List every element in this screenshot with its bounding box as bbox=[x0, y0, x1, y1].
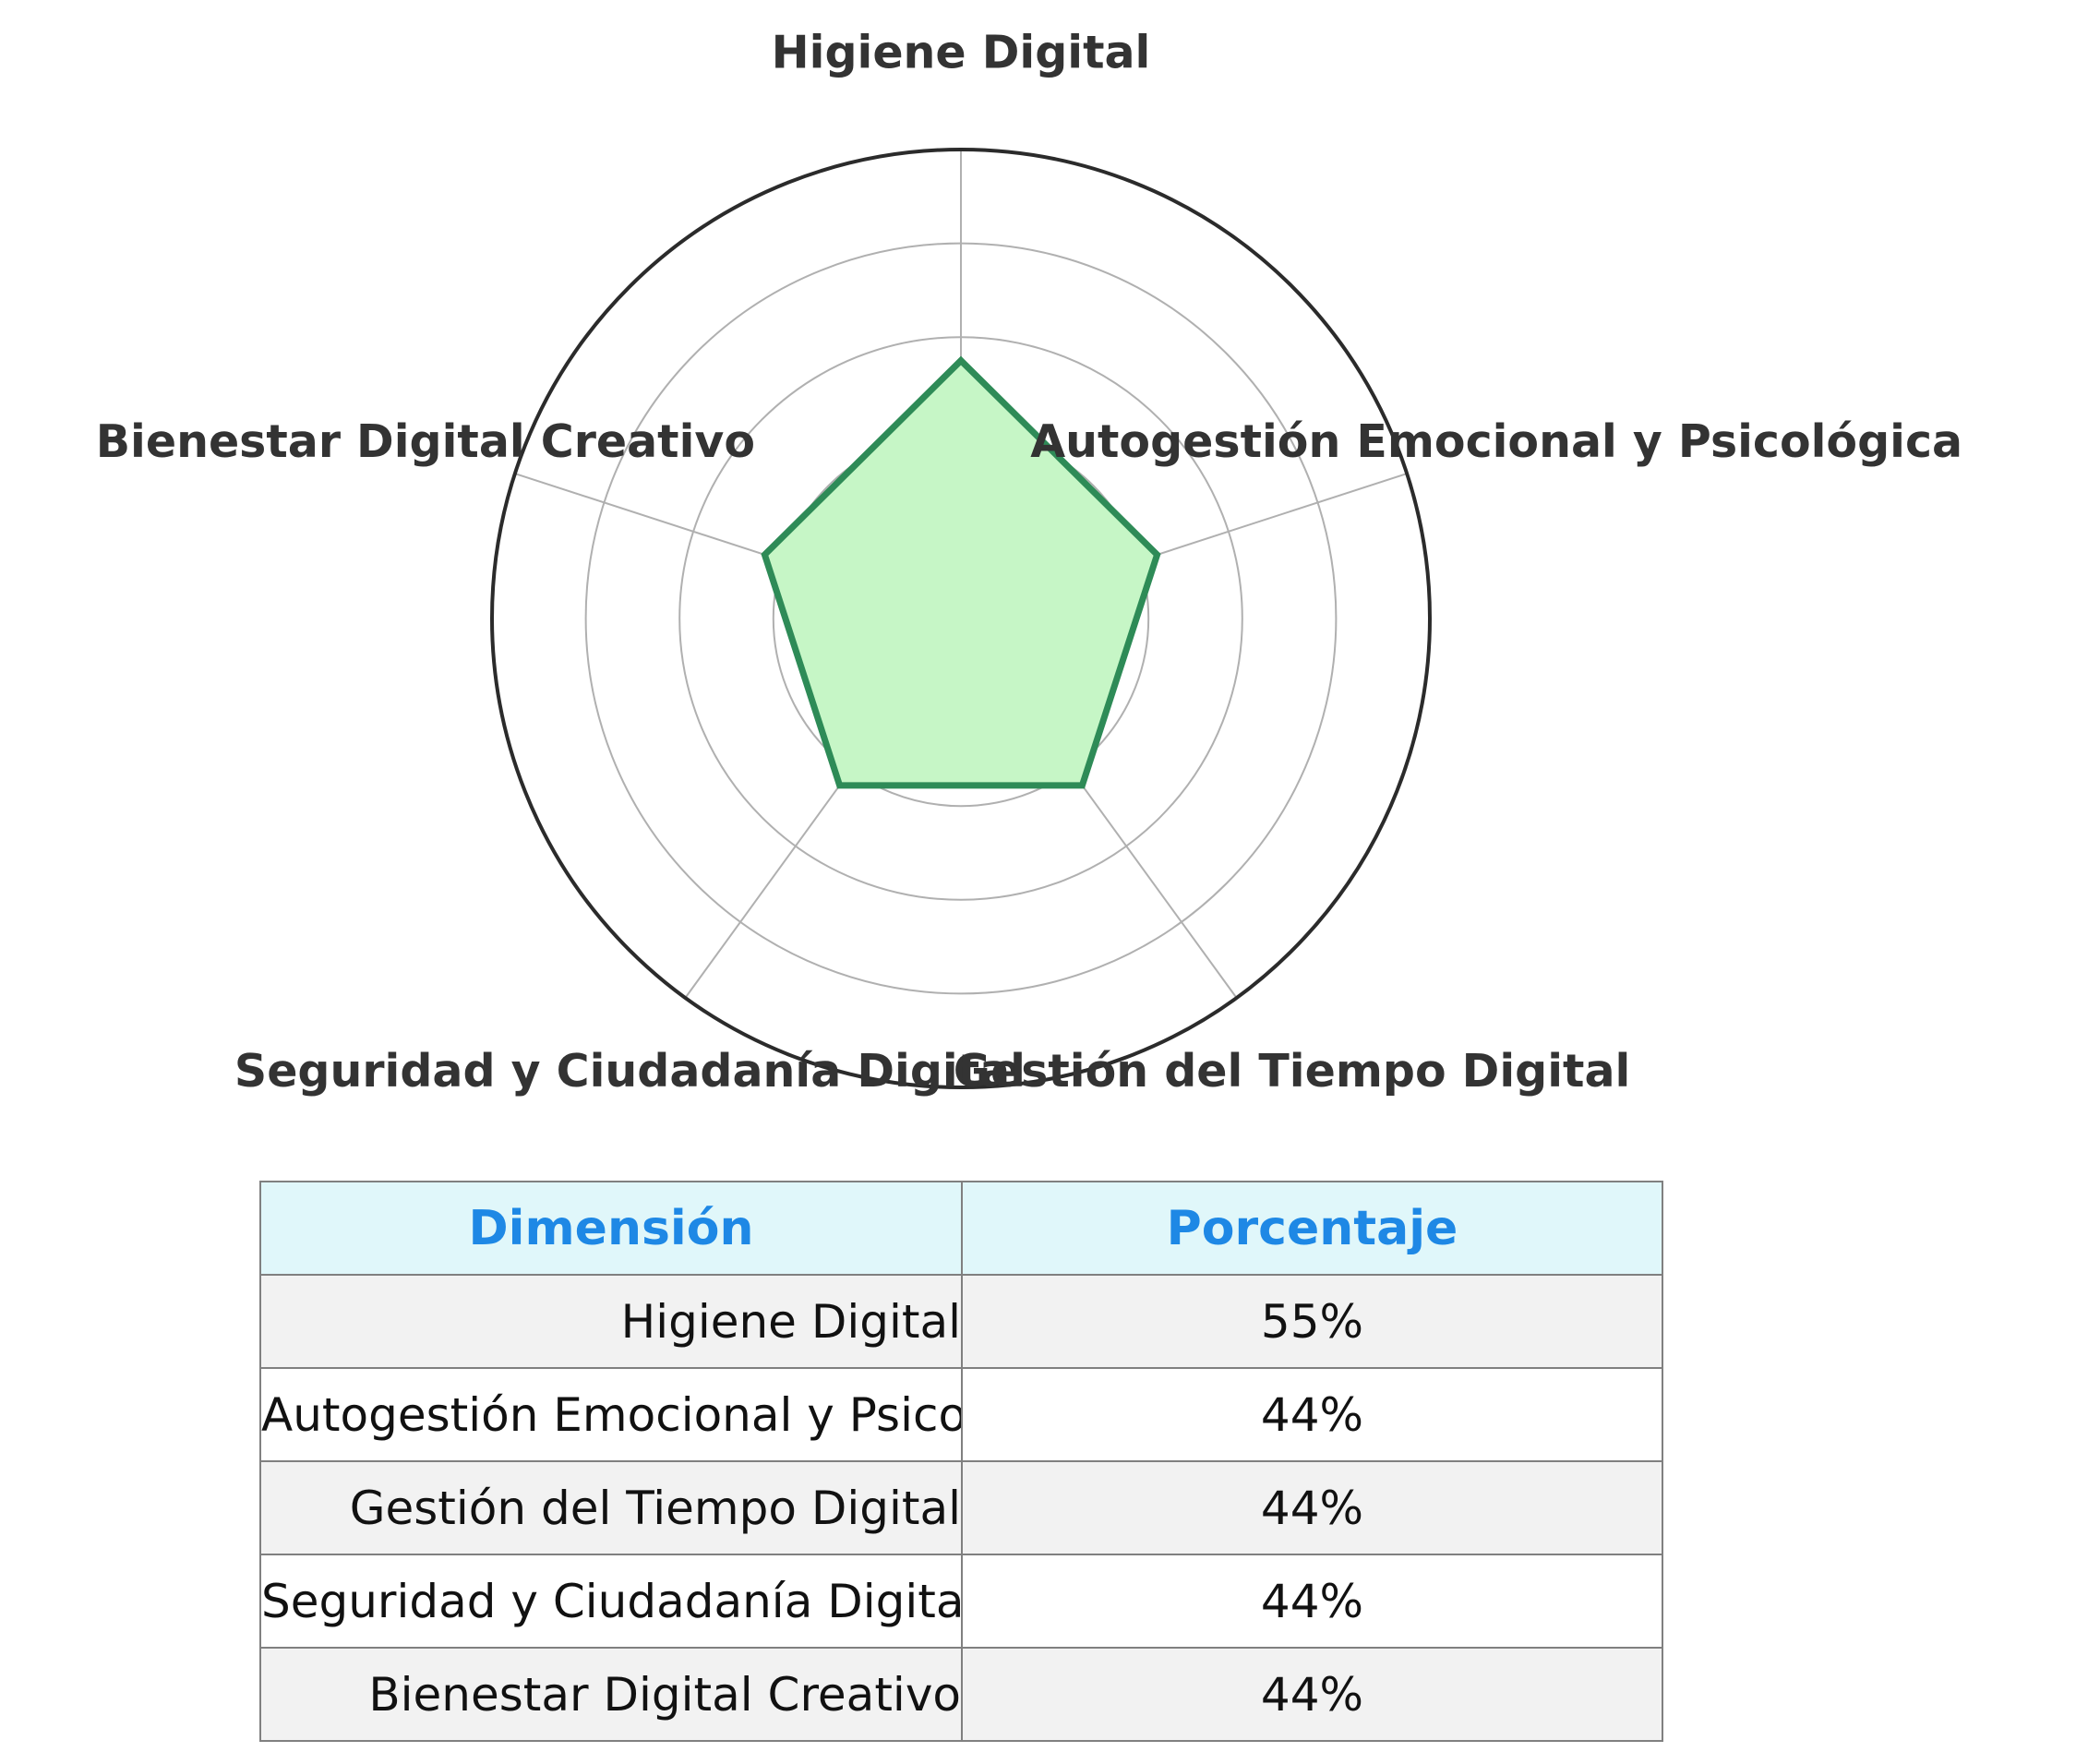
axis-label-3: Gestión del Tiempo Digital bbox=[954, 1045, 1631, 1098]
axis-label-4: Seguridad y Ciudadanía Digital bbox=[234, 1045, 1026, 1098]
data-point-5 bbox=[762, 551, 768, 558]
radar-outline bbox=[490, 148, 1432, 1089]
table-header-dimension: Dimensión bbox=[259, 1181, 963, 1276]
data-point-1 bbox=[958, 357, 964, 364]
data-point-3 bbox=[1079, 782, 1086, 788]
table-row: Higiene Digital 55% bbox=[259, 1274, 1663, 1369]
table-cell-dimension: Higiene Digital bbox=[259, 1274, 963, 1369]
axis-label-5: Bienestar Digital Creativo bbox=[96, 415, 755, 468]
axis-label-2: Autogestión Emocional y Psicológica bbox=[1030, 415, 1962, 468]
table-header-percentage: Porcentaje bbox=[961, 1181, 1663, 1276]
table-cell-dimension: Bienestar Digital Creativo bbox=[259, 1647, 963, 1742]
table-row: Seguridad y Ciudadanía Digital 44% bbox=[259, 1554, 1663, 1649]
data-table: Dimensión Porcentaje Higiene Digital 55% Aut… bbox=[259, 1181, 1663, 1742]
table-header-row: Dimensión Porcentaje bbox=[259, 1181, 1663, 1276]
table-cell-dimension: Gestión del Tiempo Digital bbox=[259, 1460, 963, 1555]
table-cell-percentage: 55% bbox=[961, 1274, 1663, 1369]
series-polygon bbox=[761, 355, 1161, 789]
table-cell-percentage: 44% bbox=[961, 1647, 1663, 1742]
table-row: Gestión del Tiempo Digital 44% bbox=[259, 1460, 1663, 1555]
table-cell-percentage: 44% bbox=[961, 1460, 1663, 1555]
table-row: Autogestión Emocional y Psicológica44% bbox=[259, 1367, 1663, 1462]
table-cell-dimension: Autogestión Emocional y Psicológica bbox=[259, 1367, 963, 1462]
radar-chart: Higiene Digital Autogestión Emocional y P… bbox=[96, 27, 1962, 1098]
table-cell-percentage: 44% bbox=[961, 1554, 1663, 1649]
data-point-2 bbox=[1154, 551, 1160, 558]
axis-label-1: Higiene Digital bbox=[772, 27, 1151, 79]
radar-series bbox=[761, 355, 1161, 789]
table-cell-percentage: 44% bbox=[961, 1367, 1663, 1462]
data-point-4 bbox=[836, 782, 843, 788]
table-cell-dimension: Seguridad y Ciudadanía Digital bbox=[259, 1554, 963, 1649]
radar-axis-labels: Higiene Digital Autogestión Emocional y P… bbox=[96, 27, 1962, 1098]
table-row: Bienestar Digital Creativo 44% bbox=[259, 1647, 1663, 1742]
